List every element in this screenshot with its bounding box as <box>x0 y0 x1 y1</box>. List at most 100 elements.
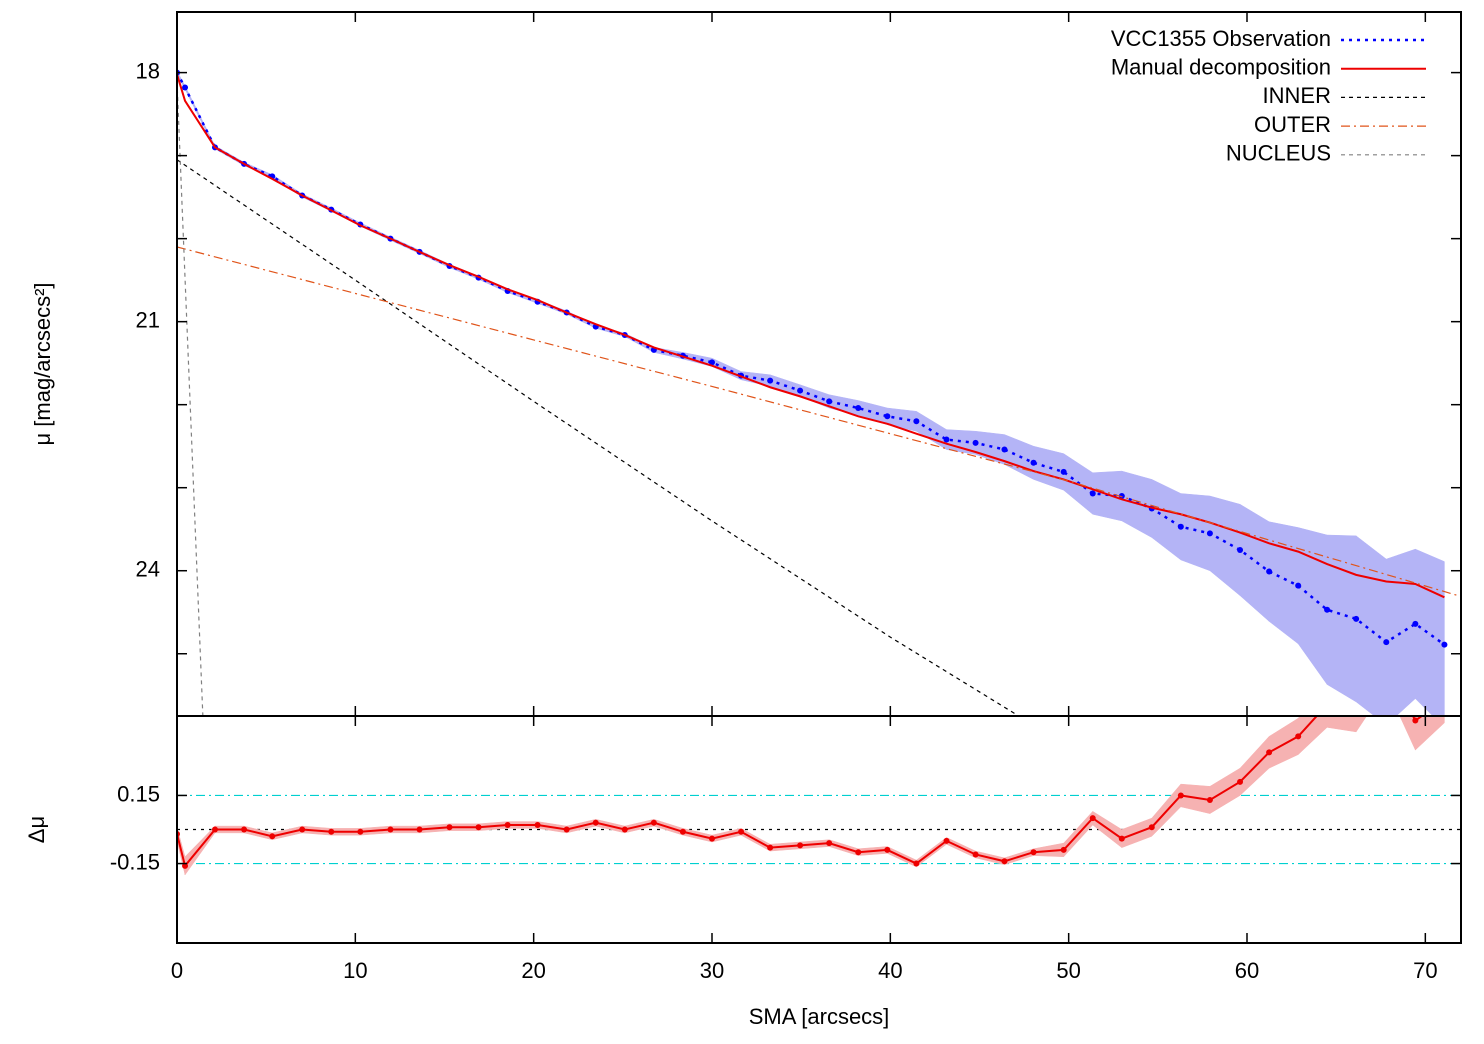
data-point <box>241 826 248 833</box>
error-band <box>1004 434 1034 480</box>
data-point <box>1206 530 1213 537</box>
x-tick-label: 60 <box>1235 958 1259 983</box>
error-band <box>1415 548 1445 716</box>
x-tick-label: 10 <box>343 958 367 983</box>
error-band <box>1326 716 1357 733</box>
data-point <box>504 821 511 828</box>
data-point <box>650 819 657 826</box>
y-tick-label: 21 <box>136 307 160 332</box>
x-tick-label: 30 <box>700 958 724 983</box>
data-point <box>1412 620 1419 627</box>
data-point <box>1266 568 1273 575</box>
data-point <box>913 860 920 867</box>
error-band <box>1151 478 1182 561</box>
data-point <box>1118 835 1125 842</box>
error-band <box>1399 716 1416 751</box>
y-tick-label: 0.15 <box>117 781 160 806</box>
plot-area <box>177 702 1461 876</box>
data-point <box>299 826 306 833</box>
series-line <box>177 246 1461 598</box>
error-band <box>1209 495 1241 597</box>
error-band <box>1033 445 1064 491</box>
data-point <box>1177 792 1184 799</box>
data-point <box>534 821 541 828</box>
data-point <box>826 398 833 405</box>
data-point <box>1001 858 1008 865</box>
data-point <box>972 851 979 858</box>
data-point <box>1118 493 1125 499</box>
x-tick-label: 20 <box>521 958 545 983</box>
data-point <box>182 862 189 869</box>
data-point <box>1324 702 1330 708</box>
data-point <box>943 436 950 443</box>
data-point <box>1353 706 1359 712</box>
x-tick-label: 50 <box>1056 958 1080 983</box>
error-band <box>1180 493 1211 572</box>
data-point <box>592 819 599 826</box>
data-point <box>1060 846 1067 853</box>
data-point <box>1030 459 1037 466</box>
data-point <box>1060 468 1067 475</box>
plots: 18 21 24 μ [mag/arcsecs²] VCC1355 Observatio… <box>24 11 1462 1029</box>
data-point <box>972 439 979 446</box>
data-point <box>855 849 862 856</box>
data-point <box>884 413 891 420</box>
data-point <box>797 842 804 849</box>
error-band <box>1326 534 1357 703</box>
data-point <box>1266 749 1273 756</box>
axis-frame <box>176 715 1462 944</box>
data-point <box>797 387 804 394</box>
error-band <box>1415 716 1445 751</box>
x-tick-label: 0 <box>171 958 183 983</box>
series-line <box>177 80 204 716</box>
data-point <box>1295 582 1302 589</box>
error-band <box>711 357 742 381</box>
y-tick-label: 24 <box>136 557 160 582</box>
data-point <box>1177 523 1184 530</box>
plot-area <box>177 69 1461 716</box>
data-point <box>1237 778 1244 785</box>
data-point <box>1001 446 1008 453</box>
data-point <box>709 835 715 842</box>
x-tick-label: 40 <box>878 958 902 983</box>
y-axis-label: Δμ <box>24 816 49 843</box>
error-band <box>1297 716 1328 756</box>
series-line <box>177 159 1020 716</box>
data-point <box>446 824 453 831</box>
data-point <box>1295 733 1302 740</box>
data-point <box>767 377 774 384</box>
data-point <box>1324 606 1331 613</box>
data-point <box>211 826 218 833</box>
data-point <box>563 826 570 833</box>
error-band <box>1239 503 1270 622</box>
data-point <box>1089 490 1096 497</box>
error-band <box>1297 527 1328 686</box>
data-point <box>709 359 715 366</box>
legend-label: OUTER <box>1254 112 1331 137</box>
data-point <box>387 826 394 833</box>
legend-label: Manual decomposition <box>1111 55 1331 80</box>
data-point <box>1089 815 1096 822</box>
data-point <box>269 833 276 840</box>
data-point <box>182 84 189 91</box>
legend-label: VCC1355 Observation <box>1111 26 1331 51</box>
y-tick-label: 18 <box>136 58 160 83</box>
error-band <box>1355 535 1387 716</box>
data-point <box>679 828 686 835</box>
data-point <box>1206 796 1213 803</box>
data-point <box>943 837 950 844</box>
x-tick-label: 70 <box>1413 958 1437 983</box>
data-point <box>1441 641 1448 648</box>
data-point <box>1383 639 1390 646</box>
data-point <box>826 840 833 847</box>
data-point <box>913 418 920 425</box>
data-point <box>1237 546 1244 553</box>
data-point <box>1030 849 1037 856</box>
legend-label: NUCLEUS <box>1226 141 1331 166</box>
data-point <box>328 828 335 835</box>
data-point <box>884 846 891 853</box>
data-point <box>621 826 628 833</box>
y-tick-label: -0.15 <box>110 849 160 874</box>
data-point <box>855 405 862 411</box>
